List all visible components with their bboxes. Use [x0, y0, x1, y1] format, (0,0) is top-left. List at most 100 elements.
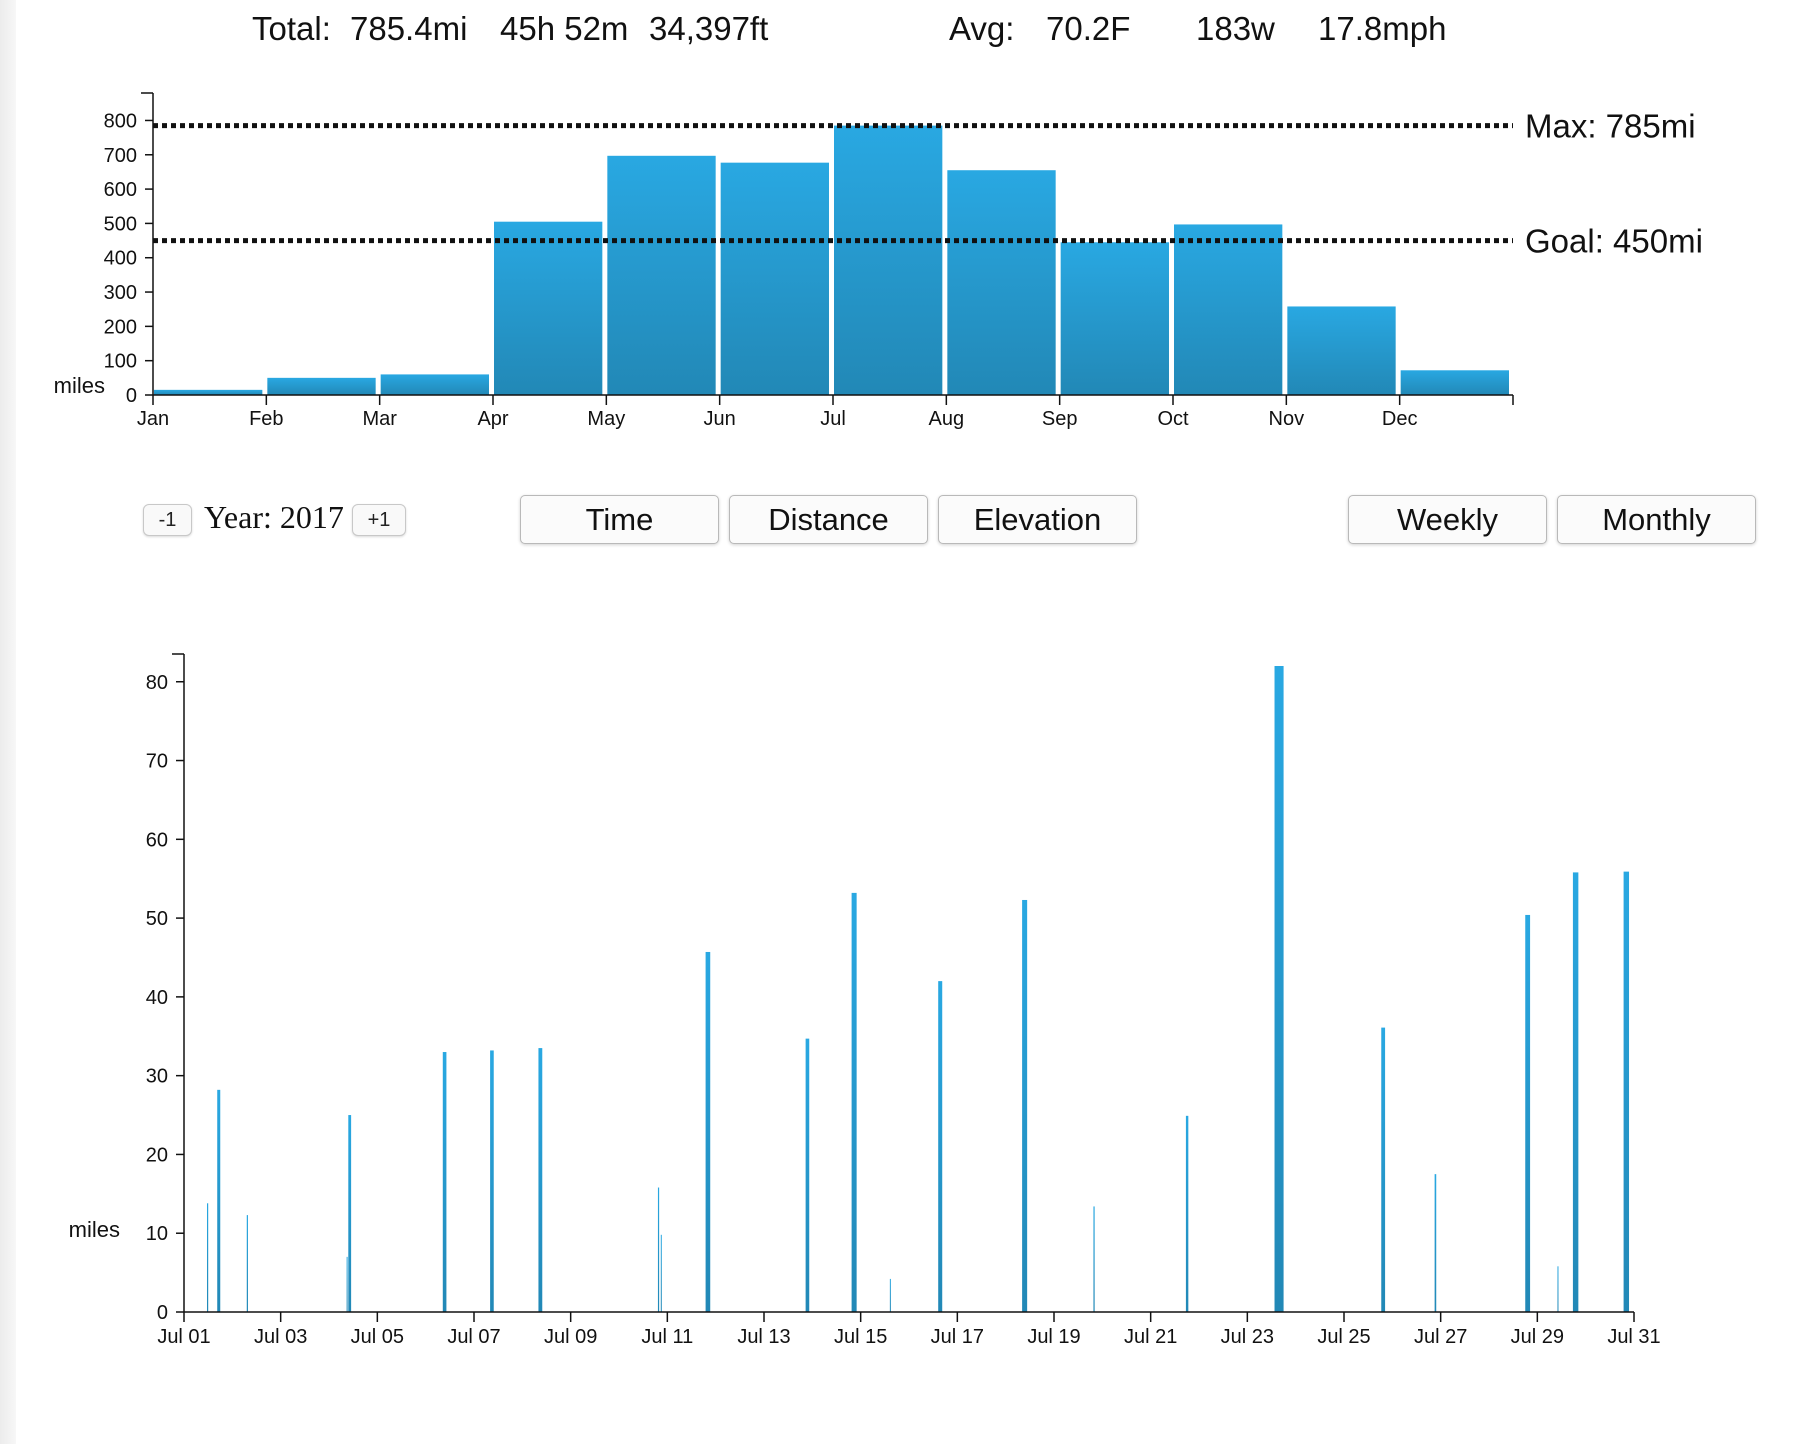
daily-x-tick-label: Jul 01	[157, 1326, 210, 1348]
monthly-bar-mar[interactable]	[380, 374, 489, 395]
monthly-x-tick-label: Apr	[477, 408, 508, 430]
monthly-y-tick-label: 400	[104, 248, 137, 270]
daily-x-tick-label: Jul 11	[641, 1326, 693, 1348]
monthly-y-tick-label: 500	[104, 213, 137, 235]
daily-x-tick-label: Jul 23	[1221, 1326, 1274, 1348]
monthly-distance-chart: 0 100 200 300 400 500 600 700 800 Jan Feb Mar Apr Ma…	[54, 92, 1703, 430]
monthly-x-tick-label: Mar	[362, 408, 397, 430]
monthly-bar-feb[interactable]	[267, 377, 376, 395]
daily-y-tick-label: 50	[146, 908, 168, 930]
ride-bar-14[interactable]	[938, 981, 943, 1312]
ride-bar-2[interactable]	[246, 1215, 248, 1312]
monthly-bar-oct[interactable]	[1174, 224, 1283, 395]
ride-bar-1[interactable]	[217, 1089, 221, 1312]
ride-bar-9[interactable]	[660, 1234, 662, 1312]
daily-x-tick-label: Jul 15	[834, 1326, 887, 1348]
daily-x-tick-label: Jul 29	[1511, 1326, 1564, 1348]
ride-bar-16[interactable]	[1093, 1206, 1095, 1312]
ride-bar-21[interactable]	[1525, 914, 1531, 1312]
total-elevation: 34,397ft	[649, 10, 769, 47]
ride-bar-13[interactable]	[889, 1278, 891, 1312]
ride-bar-18[interactable]	[1274, 666, 1284, 1312]
monthly-x-tick-label: Dec	[1382, 408, 1418, 430]
elevation-metric-button[interactable]: Elevation	[938, 495, 1137, 544]
monthly-x-tick-label: Aug	[929, 408, 965, 430]
avg-temperature: 70.2F	[1046, 10, 1131, 47]
daily-y-tick-label: 30	[146, 1066, 168, 1088]
daily-y-tick-label: 70	[146, 751, 168, 773]
ride-bar-5[interactable]	[442, 1052, 447, 1312]
monthly-bar-jan[interactable]	[154, 389, 263, 395]
daily-y-unit-label: miles	[69, 1217, 120, 1242]
ride-bar-23[interactable]	[1572, 872, 1579, 1312]
monthly-y-tick-label: 800	[104, 110, 137, 132]
monthly-y-tick-label: 200	[104, 316, 137, 338]
daily-x-tick-label: Jul 31	[1607, 1326, 1660, 1348]
daily-x-tick-label: Jul 17	[931, 1326, 984, 1348]
ride-bar-24[interactable]	[1623, 871, 1630, 1312]
monthly-bar-sep[interactable]	[1060, 242, 1169, 395]
daily-x-tick-label: Jul 03	[254, 1326, 307, 1348]
avg-speed: 17.8mph	[1318, 10, 1447, 47]
monthly-x-tick-label: May	[587, 408, 625, 430]
daily-y-tick-label: 0	[157, 1302, 168, 1324]
ride-bar-19[interactable]	[1381, 1027, 1386, 1312]
reference-line-label-0: Max: 785mi	[1525, 108, 1696, 145]
previous-year-button[interactable]: -1	[143, 504, 192, 536]
total-distance: 785.4mi	[350, 10, 468, 47]
monthly-x-tick-label: Feb	[249, 408, 283, 430]
monthly-bar-jul[interactable]	[834, 125, 943, 396]
ride-bar-11[interactable]	[805, 1038, 810, 1312]
ride-bar-7[interactable]	[538, 1048, 543, 1312]
monthly-view-button[interactable]: Monthly	[1557, 495, 1756, 544]
ride-bar-0[interactable]	[206, 1203, 209, 1312]
left-edge-shadow	[0, 0, 16, 1444]
monthly-y-tick-label: 700	[104, 145, 137, 167]
ride-bar-8[interactable]	[657, 1187, 660, 1312]
ride-bar-6[interactable]	[490, 1050, 494, 1312]
daily-x-tick-label: Jul 13	[737, 1326, 790, 1348]
summary-stats: Total: 785.4mi 45h 52m 34,397ft Avg: 70.…	[0, 10, 1794, 54]
avg-label: Avg:	[949, 10, 1015, 47]
total-label: Total:	[252, 10, 331, 47]
monthly-bar-jun[interactable]	[720, 162, 829, 395]
monthly-x-tick-label: Sep	[1042, 408, 1078, 430]
daily-x-tick-label: Jul 25	[1317, 1326, 1370, 1348]
reference-line-label-1: Goal: 450mi	[1525, 223, 1703, 260]
monthly-bar-nov[interactable]	[1287, 306, 1396, 395]
ride-bar-17[interactable]	[1185, 1115, 1189, 1312]
ride-bar-15[interactable]	[1022, 899, 1028, 1312]
distance-metric-button[interactable]: Distance	[729, 495, 928, 544]
ride-bar-20[interactable]	[1434, 1174, 1437, 1312]
monthly-x-tick-label: Jun	[704, 408, 736, 430]
ride-bar-3[interactable]	[346, 1256, 348, 1312]
monthly-y-tick-label: 600	[104, 179, 137, 201]
monthly-x-tick-label: Nov	[1269, 408, 1305, 430]
daily-x-tick-label: Jul 19	[1027, 1326, 1080, 1348]
next-year-button[interactable]: +1	[352, 504, 406, 536]
time-metric-button[interactable]: Time	[520, 495, 719, 544]
monthly-y-unit-label: miles	[54, 373, 105, 398]
daily-y-tick-label: 10	[146, 1223, 168, 1245]
monthly-bar-aug[interactable]	[947, 170, 1056, 395]
daily-y-tick-label: 80	[146, 672, 168, 694]
monthly-bar-may[interactable]	[607, 155, 716, 395]
daily-y-tick-label: 60	[146, 829, 168, 851]
ride-bar-4[interactable]	[348, 1115, 352, 1312]
weekly-view-button[interactable]: Weekly	[1348, 495, 1547, 544]
daily-x-tick-label: Jul 21	[1124, 1326, 1177, 1348]
monthly-y-tick-label: 300	[104, 282, 137, 304]
monthly-x-tick-label: Jan	[137, 408, 169, 430]
monthly-y-tick-label: 100	[104, 351, 137, 373]
year-label: Year: 2017	[204, 499, 344, 535]
daily-x-tick-label: Jul 05	[351, 1326, 404, 1348]
monthly-bar-apr[interactable]	[494, 221, 603, 395]
ride-bar-12[interactable]	[851, 892, 857, 1312]
monthly-bar-dec[interactable]	[1400, 370, 1509, 395]
avg-power: 183w	[1196, 10, 1275, 47]
ride-bar-22[interactable]	[1557, 1266, 1559, 1312]
total-time: 45h 52m	[500, 10, 629, 47]
ride-bar-10[interactable]	[705, 951, 711, 1312]
daily-x-tick-label: Jul 07	[447, 1326, 500, 1348]
daily-x-tick-label: Jul 27	[1414, 1326, 1467, 1348]
